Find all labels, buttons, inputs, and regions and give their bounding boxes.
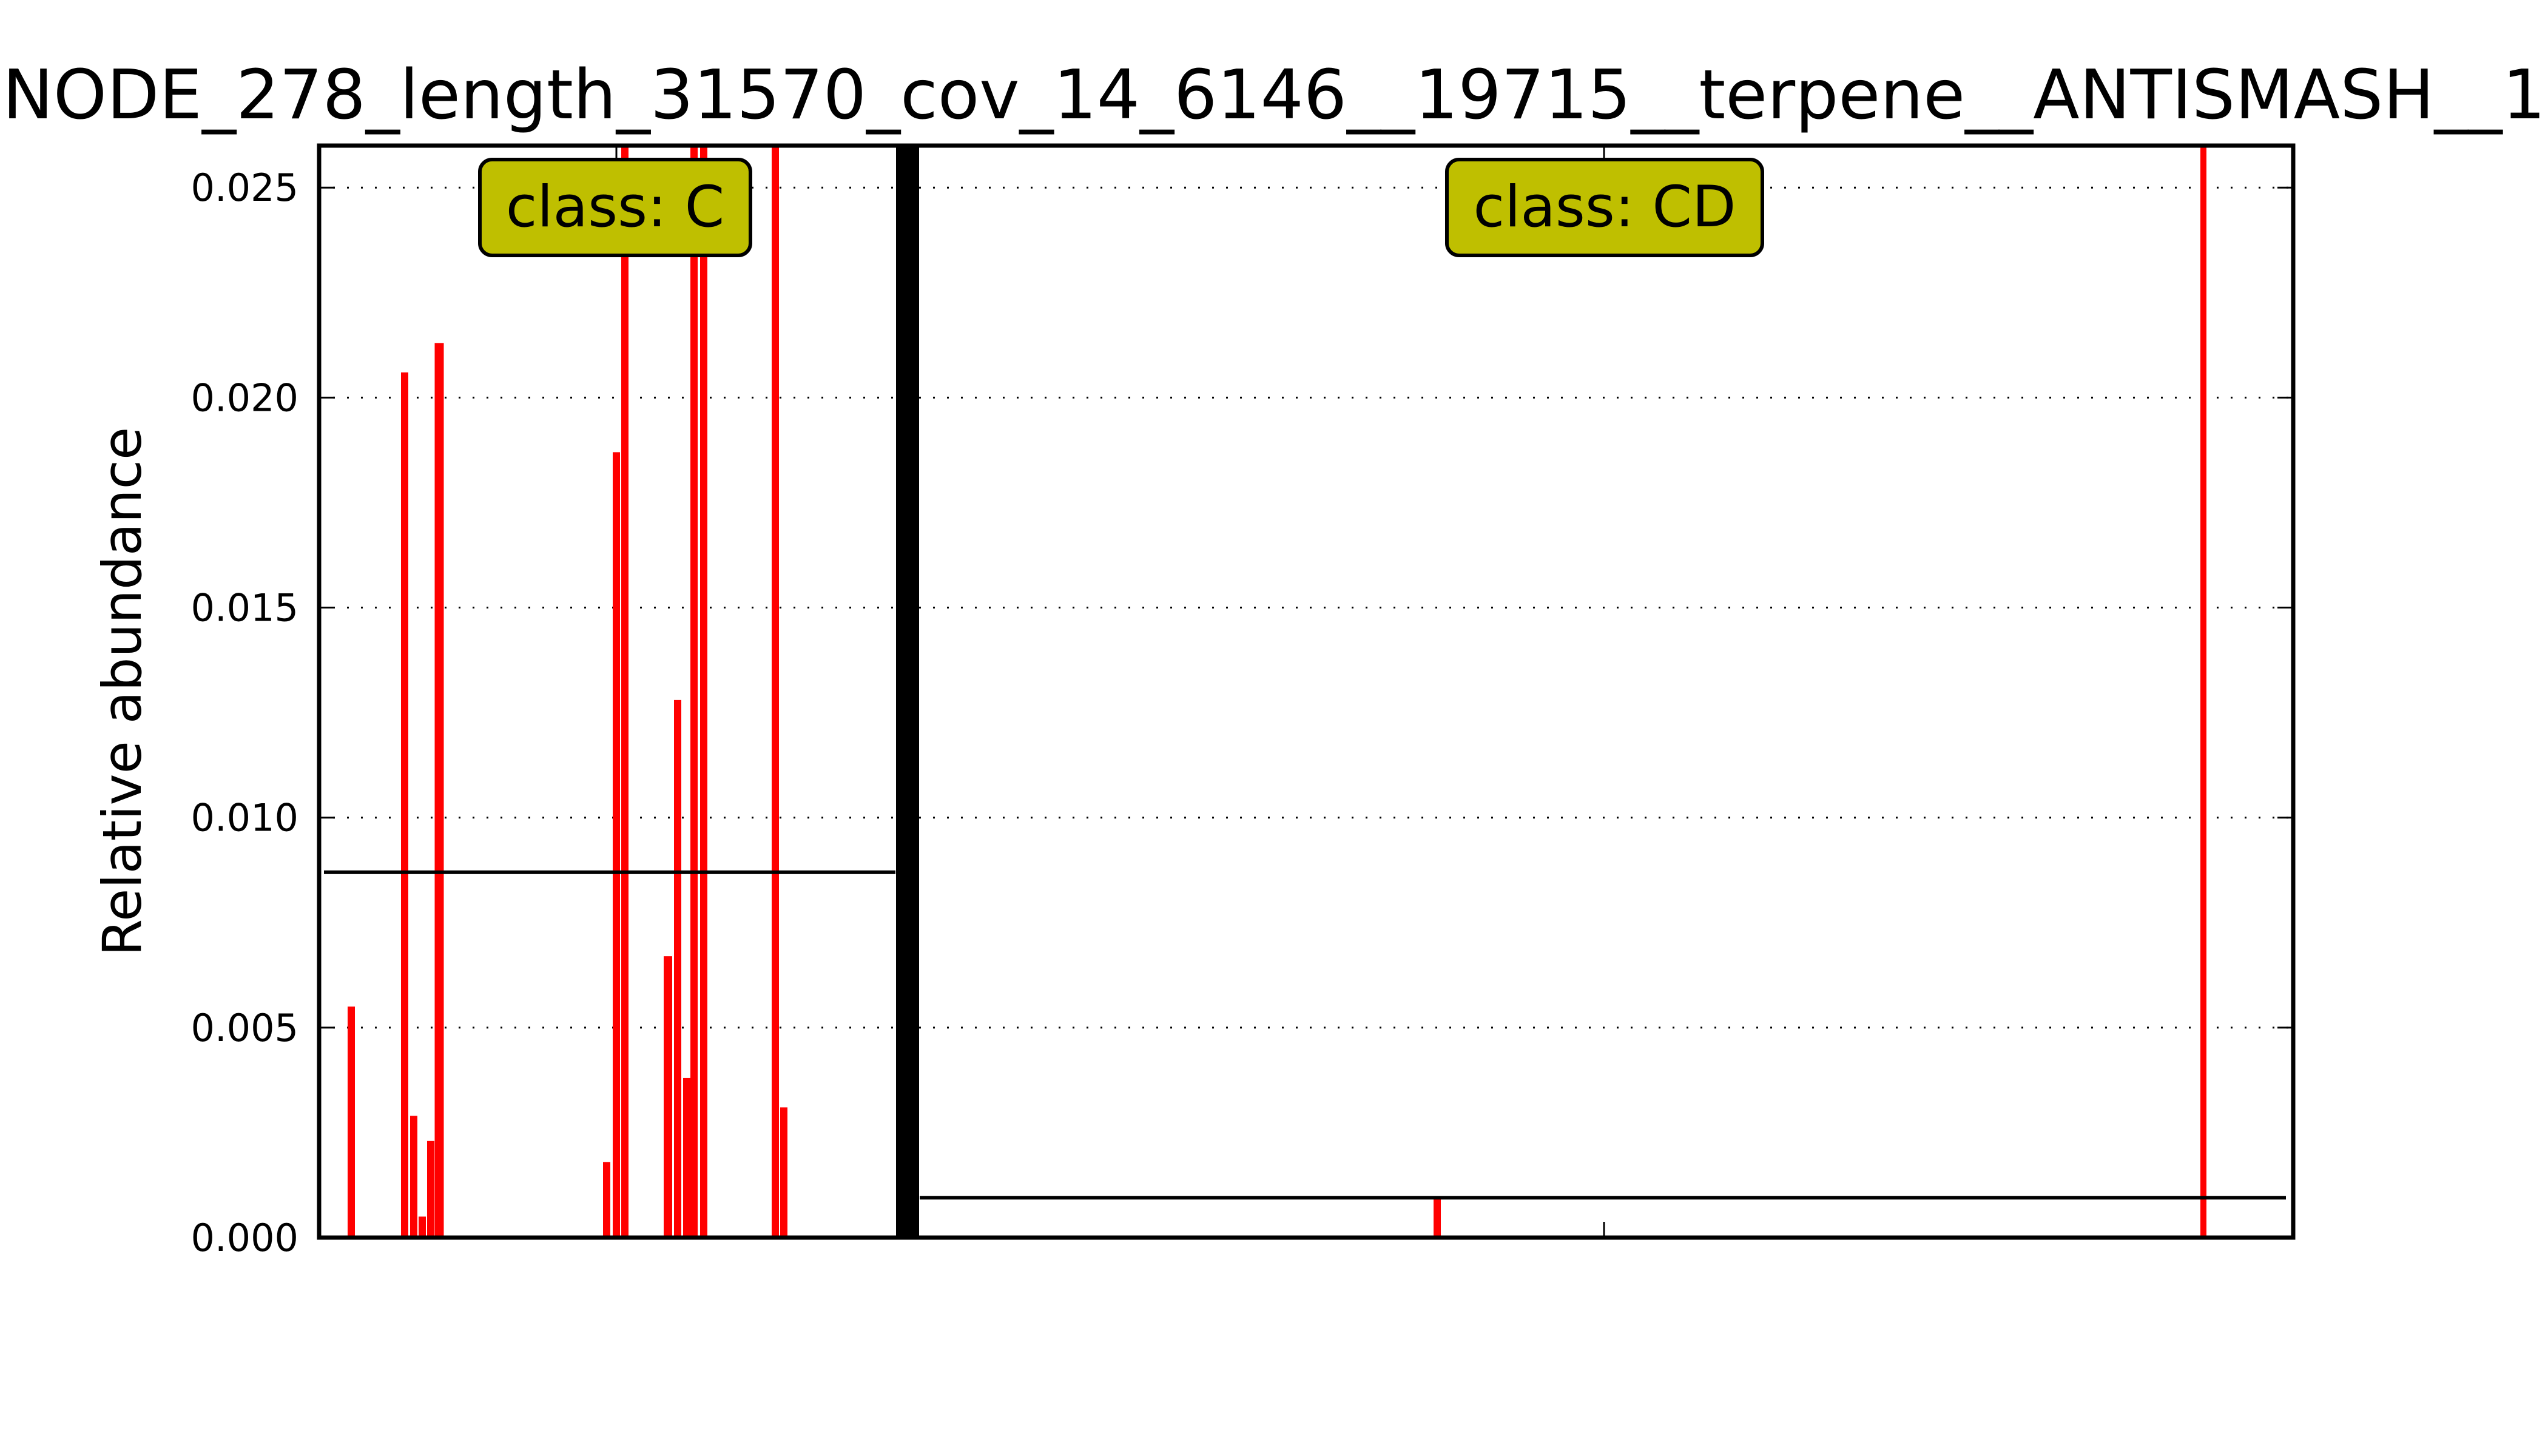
bar [603,1162,610,1238]
y-axis-label: Relative abundance [91,427,153,956]
bar [621,146,629,1238]
annotation-label: class: CD [1474,174,1736,240]
bars [348,146,2206,1238]
annotations: class: C class: CD [478,158,1764,257]
bar [427,1141,434,1238]
bar [1434,1198,1441,1238]
bar [690,146,698,1238]
y-tick-label: 0.020 [191,376,299,420]
bar [434,343,444,1238]
bar [2200,146,2206,1238]
bar [348,1006,355,1238]
y-tick-label: 0.005 [191,1006,299,1050]
y-tick-label: 0.015 [191,586,299,630]
bar [772,146,779,1238]
mean-lines [324,870,2286,1200]
annotation-label: class: C [506,174,725,240]
axes-frame [317,143,2296,1240]
bar [410,1116,417,1238]
bar [780,1107,787,1238]
x-axis-ticks [615,146,1605,1238]
y-axis-ticks: 0.000 0.005 0.010 0.015 0.020 0.025 [191,166,2293,1260]
bar [674,699,681,1238]
y-tick-label: 0.000 [191,1216,299,1260]
bar [419,1216,426,1238]
bar [401,372,408,1238]
class-annotation: class: C [478,158,752,257]
annotation-box [478,158,752,257]
bar [613,452,620,1238]
y-tick-label: 0.025 [191,166,299,210]
bar [700,146,707,1238]
chart-title: NODE_278_length_31570_cov_14_6146__19715… [2,56,2546,135]
annotation-box [1445,158,1764,257]
y-tick-label: 0.010 [191,796,299,840]
bar [683,1077,690,1238]
class-annotation: class: CD [1445,158,1764,257]
bar [664,956,672,1238]
